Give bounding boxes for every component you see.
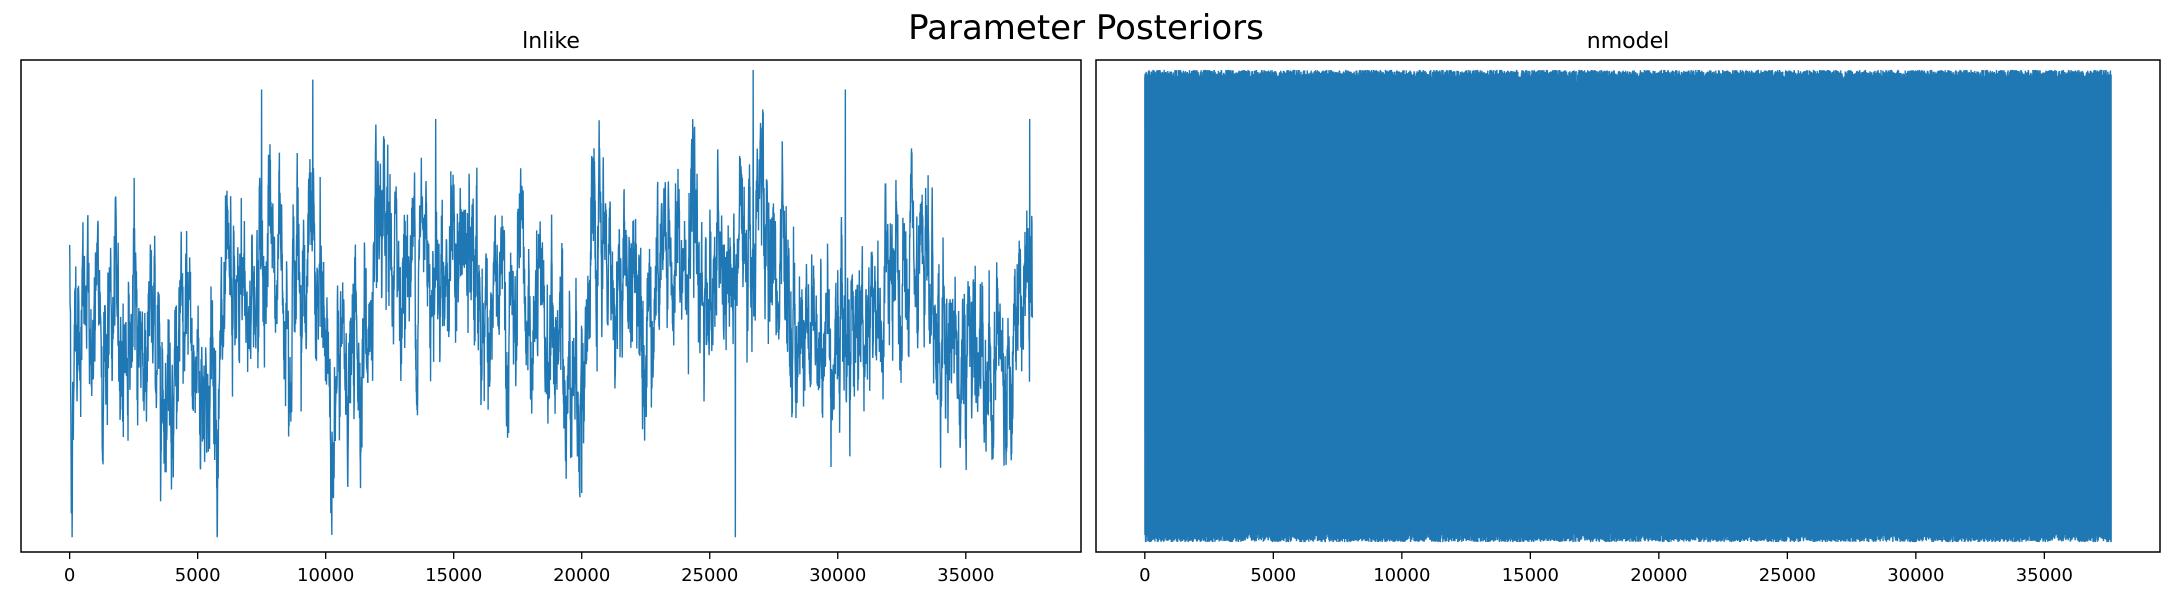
x-tick-label-nmodel-35000: 35000 [2016, 565, 2073, 586]
figure-title: Parameter Posteriors [908, 8, 1264, 48]
x-tick-label-nmodel-25000: 25000 [1759, 565, 1816, 586]
x-tick-label-lnlike-30000: 30000 [809, 565, 866, 586]
x-tick-label-lnlike-35000: 35000 [937, 565, 994, 586]
x-tick-label-lnlike-10000: 10000 [297, 565, 354, 586]
subplot-title-lnlike: lnlike [522, 29, 580, 54]
x-tick-label-lnlike-20000: 20000 [553, 565, 610, 586]
subplot-title-nmodel: nmodel [1587, 29, 1669, 54]
x-tick-label-nmodel-30000: 30000 [1887, 565, 1944, 586]
x-tick-label-lnlike-25000: 25000 [681, 565, 738, 586]
axes-frame-lnlike [20, 59, 1082, 553]
x-tick-label-lnlike-5000: 5000 [175, 565, 221, 586]
subplot-nmodel: nmodel 0 5000 10000 15000 20000 25000 30000 3500… [1095, 29, 2161, 586]
x-tick-label-nmodel-20000: 20000 [1630, 565, 1687, 586]
x-tick-label-nmodel-5000: 5000 [1250, 565, 1296, 586]
trace-line-lnlike [68, 69, 1034, 538]
x-tick-label-lnlike-0: 0 [64, 565, 75, 586]
x-tick-label-nmodel-0: 0 [1139, 565, 1150, 586]
x-tick-label-lnlike-15000: 15000 [425, 565, 482, 586]
axes-frame-nmodel [1095, 59, 2161, 553]
x-tick-label-nmodel-10000: 10000 [1373, 565, 1430, 586]
trace-band-nmodel [1144, 84, 2112, 528]
subplot-lnlike: lnlike 0 5000 10000 15000 20000 25000 30000 3500… [20, 29, 1082, 586]
x-tick-label-nmodel-15000: 15000 [1502, 565, 1559, 586]
